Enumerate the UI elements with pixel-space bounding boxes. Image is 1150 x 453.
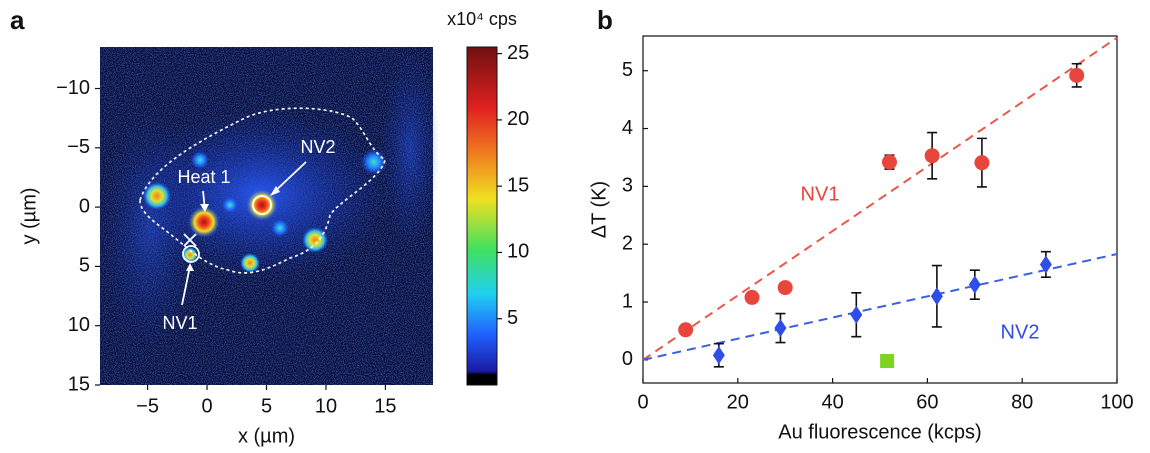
x-tick-label: 15 <box>374 395 396 417</box>
y-tick-label: 15 <box>68 373 90 395</box>
colorbar-tick-label: 15 <box>507 174 529 196</box>
colorbar-tick-label: 20 <box>507 108 529 130</box>
x-tick-label: 10 <box>315 395 337 417</box>
data-point <box>1069 67 1085 83</box>
colorbar <box>466 46 498 386</box>
y-tick-label: 0 <box>79 195 90 217</box>
series-label: NV2 <box>1001 321 1040 343</box>
x-axis-title: x (µm) <box>238 425 295 447</box>
data-point <box>881 154 897 170</box>
data-point <box>880 354 895 369</box>
y-tick-label: 4 <box>622 117 633 139</box>
y-tick-label: 3 <box>622 175 633 197</box>
data-point <box>774 319 787 338</box>
data-point <box>930 287 943 306</box>
data-point <box>974 155 990 171</box>
data-point <box>968 275 981 294</box>
y-tick-label: 10 <box>68 314 90 336</box>
fit-line <box>642 253 1118 361</box>
x-tick-label: 5 <box>261 395 272 417</box>
data-point <box>924 148 940 164</box>
y-tick-label: 2 <box>622 232 633 254</box>
plot-frame <box>642 35 1118 384</box>
x-tick-label: 0 <box>637 391 648 413</box>
colorbar-title: x10⁴ cps <box>447 9 517 29</box>
data-point <box>777 280 793 296</box>
y-axis-title: y (µm) <box>18 187 40 244</box>
data-point <box>1039 255 1052 274</box>
panel-label: b <box>597 5 613 35</box>
annotation: NV1 <box>162 313 197 333</box>
x-tick-label: 0 <box>201 395 212 417</box>
x-tick-label: 40 <box>821 391 843 413</box>
x-tick-label: 60 <box>916 391 938 413</box>
colorbar-tick-label: 5 <box>507 307 518 329</box>
data-point <box>850 305 863 324</box>
y-tick-label: 5 <box>79 255 90 277</box>
x-tick-label: 100 <box>1100 391 1133 413</box>
x-tick-label: 20 <box>727 391 749 413</box>
y-tick-label: −5 <box>67 136 90 158</box>
annotation: NV2 <box>300 137 335 157</box>
data-point <box>744 289 760 305</box>
x-tick-label: −5 <box>136 395 159 417</box>
panel-label: a <box>10 5 25 35</box>
y-axis-title: ΔT (K) <box>588 181 610 238</box>
y-tick-label: 5 <box>622 59 633 81</box>
fit-line <box>642 36 1118 361</box>
y-tick-label: 0 <box>622 348 633 370</box>
x-axis-title: Au fluorescence (kcps) <box>778 421 981 443</box>
y-tick-label: 1 <box>622 290 633 312</box>
colorbar-tick-label: 10 <box>507 241 529 263</box>
data-point <box>712 346 725 365</box>
data-point <box>678 322 694 338</box>
x-tick-label: 80 <box>1011 391 1033 413</box>
colorbar-tick-label: 25 <box>507 42 529 64</box>
annotation: Heat 1 <box>177 167 230 187</box>
heatmap-image <box>100 47 440 385</box>
y-tick-label: −10 <box>56 77 90 99</box>
series-label: NV1 <box>801 183 840 205</box>
